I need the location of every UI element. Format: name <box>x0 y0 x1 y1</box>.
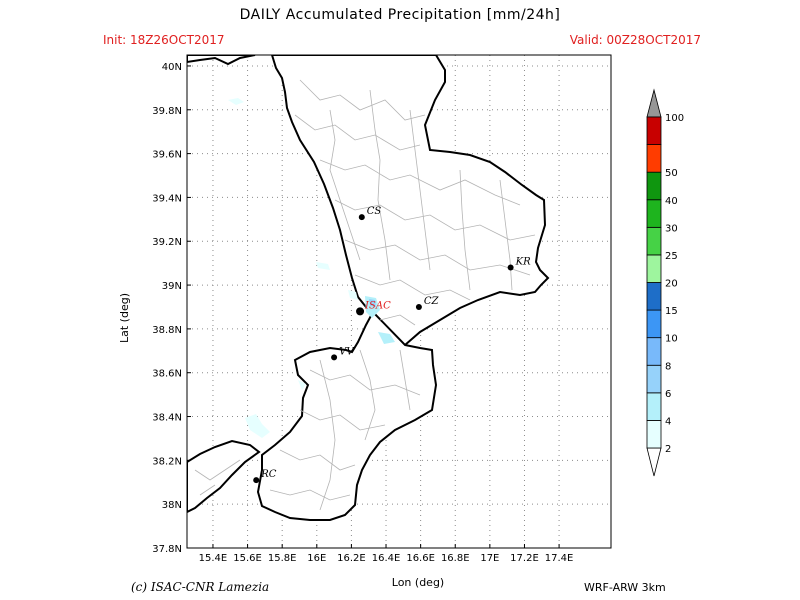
city-label: ISAC <box>364 300 391 311</box>
colorbar-level-label: 25 <box>665 251 678 262</box>
lon-tick-label: 15.4E <box>199 553 228 564</box>
city-cz: CZ <box>415 296 440 310</box>
lat-tick-label: 40N <box>162 62 182 73</box>
colorbar-bin <box>646 282 662 311</box>
colorbar-bin <box>646 226 662 256</box>
colorbar-level-label: 20 <box>665 279 678 290</box>
precipitation-patches <box>228 98 395 438</box>
north-coastline <box>187 55 256 66</box>
sicily-coastline <box>187 439 261 514</box>
map-title: DAILY Accumulated Precipitation [mm/24h] <box>239 7 561 23</box>
init-time: Init: 18Z26OCT2017 <box>103 33 225 47</box>
colorbar-bin <box>646 254 662 283</box>
lon-tick-label: 16.2E <box>337 553 366 564</box>
colorbar-level-label: 2 <box>665 444 671 455</box>
lon-tick-label: 15.8E <box>268 553 297 564</box>
colorbar-level-label: 8 <box>665 361 671 372</box>
colorbar-bin <box>646 144 662 173</box>
lon-tick-label: 16.6E <box>406 553 435 564</box>
city-label: CZ <box>424 296 440 307</box>
lon-tick-label: 17.2E <box>510 553 539 564</box>
city-label: KR <box>515 257 531 268</box>
city-vv: VV <box>331 346 355 361</box>
y-axis-label: Lat (deg) <box>118 293 131 343</box>
city-kr: KR <box>507 257 531 271</box>
city-markers: CS KR ISAC CZ VV RC <box>253 206 531 484</box>
lat-tick-label: 39.6N <box>152 150 182 161</box>
lat-tick-label: 39.8N <box>152 106 182 117</box>
lon-tick-label: 15.6E <box>233 553 262 564</box>
lon-tick-labels: 15.4E 15.6E 15.8E 16E 16.2E 16.4E 16.6E 16.8E 17… <box>199 553 574 564</box>
colorbar-level-label: 100 <box>665 113 684 124</box>
colorbar-bin <box>646 199 662 228</box>
lat-tick-label: 38.4N <box>152 413 182 424</box>
colorbar-level-label: 15 <box>665 306 678 317</box>
lat-tick-label: 38.2N <box>152 456 182 467</box>
colorbar-level-label: 50 <box>665 168 678 179</box>
lat-tick-label: 37.8N <box>152 544 182 555</box>
city-rc: RC <box>253 469 277 484</box>
city-dot <box>507 264 514 271</box>
city-dot <box>331 354 338 361</box>
lat-tick-labels: 37.8N 38N 38.2N 38.4N 38.6N 38.8N 39N 39.2N 39.4… <box>152 62 182 555</box>
colorbar-level-label: 10 <box>665 334 678 345</box>
lat-tick-label: 38.6N <box>152 369 182 380</box>
lon-tick-label: 16.4E <box>372 553 401 564</box>
colorbar-level-label: 40 <box>665 196 678 207</box>
colorbar-bin <box>646 420 662 449</box>
city-dot <box>415 303 422 310</box>
city-dot <box>358 214 365 221</box>
precipitation-colorbar: 2 4 6 8 10 15 20 25 30 40 50 100 <box>646 88 684 477</box>
city-isac: ISAC <box>356 300 391 316</box>
lon-tick-label: 16E <box>307 553 326 564</box>
lat-tick-label: 39.2N <box>152 237 182 248</box>
city-dot <box>253 477 260 484</box>
x-axis-label: Lon (deg) <box>392 576 444 589</box>
valid-time: Valid: 00Z28OCT2017 <box>569 33 701 47</box>
lat-tick-label: 39N <box>162 281 182 292</box>
southern-coastline <box>256 310 438 521</box>
colorbar-bin <box>646 116 662 145</box>
municipal-borders <box>194 79 536 511</box>
calabria-coastline <box>270 55 550 347</box>
colorbar-under-arrow <box>646 447 662 477</box>
lon-tick-label: 16.8E <box>441 553 470 564</box>
plot-frame <box>186 54 612 549</box>
city-dot <box>356 307 365 316</box>
colorbar-bin <box>646 309 662 339</box>
city-cs: CS <box>358 206 382 221</box>
credit-label: (c) ISAC-CNR Lamezia <box>131 580 270 594</box>
city-label: RC <box>260 469 277 480</box>
city-label: VV <box>339 346 355 357</box>
colorbar-bin <box>646 364 662 394</box>
colorbar-bin <box>646 337 662 366</box>
colorbar-bin <box>646 171 662 201</box>
colorbar-bin <box>646 392 662 421</box>
lon-tick-label: 17E <box>480 553 499 564</box>
lat-tick-label: 38N <box>162 500 182 511</box>
colorbar-level-label: 4 <box>665 416 671 427</box>
lon-tick-label: 17.4E <box>545 553 574 564</box>
colorbar-over-arrow <box>646 88 662 118</box>
colorbar-level-label: 6 <box>665 389 671 400</box>
lat-tick-label: 38.8N <box>152 325 182 336</box>
city-label: CS <box>367 206 382 217</box>
model-label: WRF-ARW 3km <box>584 581 666 594</box>
lat-tick-label: 39.4N <box>152 193 182 204</box>
land-layer <box>187 55 550 521</box>
colorbar-level-label: 30 <box>665 223 678 234</box>
